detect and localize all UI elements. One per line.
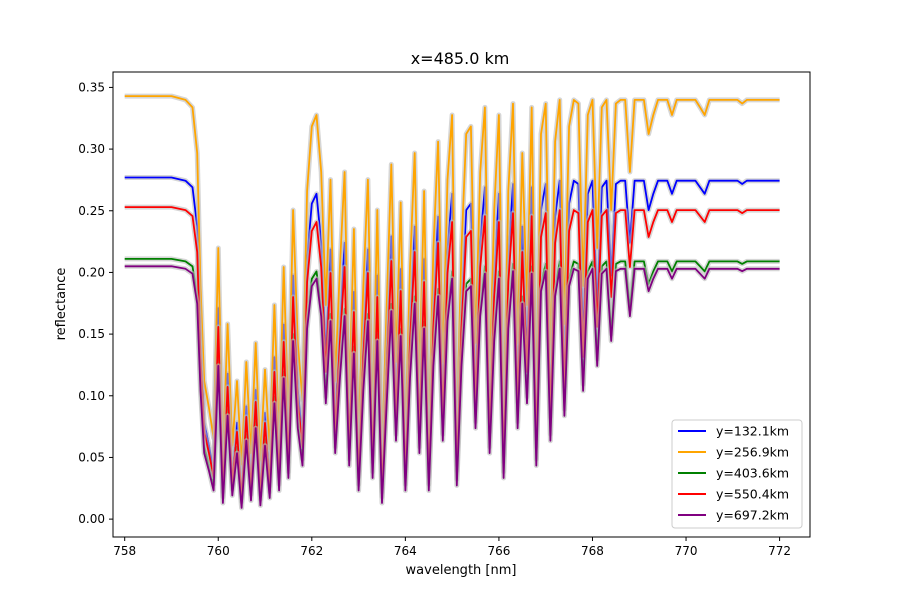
x-tick-label: 758 — [113, 544, 136, 558]
x-axis: 758 760 762 764 766 768 770 772 — [113, 537, 791, 558]
legend-label: y=403.6km — [716, 466, 789, 481]
x-axis-label: wavelength [nm] — [406, 563, 517, 578]
y-tick-label: 0.00 — [78, 512, 105, 526]
legend-label: y=132.1km — [716, 424, 789, 439]
y-tick-label: 0.05 — [78, 450, 105, 464]
legend-label: y=256.9km — [716, 445, 789, 460]
series-group — [124, 93, 780, 511]
y-axis: 0.00 0.05 0.10 0.15 0.20 0.25 0.30 0.35 — [78, 80, 113, 526]
x-tick-label: 768 — [581, 544, 604, 558]
y-tick-label: 0.15 — [78, 327, 105, 341]
legend: y=132.1km y=256.9km y=403.6km y=550.4km y=69… — [671, 419, 803, 529]
legend-label: y=550.4km — [716, 487, 789, 502]
x-tick-label: 766 — [487, 544, 510, 558]
legend-box — [671, 419, 803, 529]
x-tick-label: 772 — [768, 544, 791, 558]
plot-frame — [112, 71, 811, 538]
y-tick-label: 0.35 — [78, 80, 105, 94]
x-tick-label: 764 — [394, 544, 417, 558]
x-tick-label: 762 — [300, 544, 323, 558]
series-line-5 — [124, 265, 780, 509]
x-tick-label: 760 — [207, 544, 230, 558]
y-tick-label: 0.30 — [78, 142, 105, 156]
y-tick-label: 0.10 — [78, 389, 105, 403]
x-tick-label: 770 — [675, 544, 698, 558]
y-tick-label: 0.20 — [78, 265, 105, 279]
chart-title: x=485.0 km — [411, 49, 510, 68]
y-tick-label: 0.25 — [78, 204, 105, 218]
y-axis-label: reflectance — [54, 268, 69, 341]
legend-label: y=697.2km — [716, 508, 789, 523]
